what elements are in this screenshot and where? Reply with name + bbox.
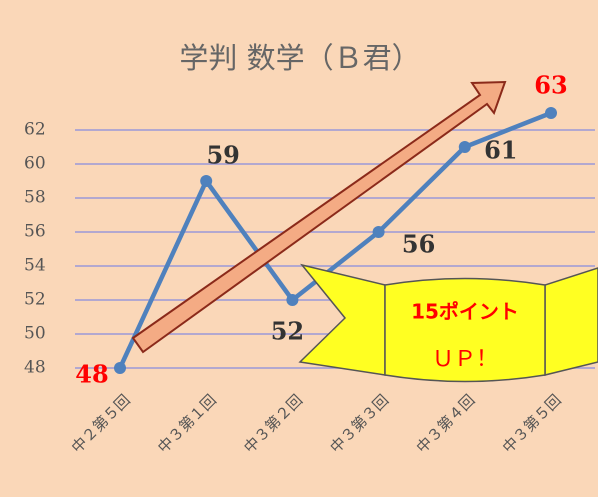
point — [459, 141, 471, 153]
banner-text: ＵＰ！ — [432, 347, 498, 372]
y-tick-label: 52 — [24, 290, 46, 310]
data-label: 61 — [484, 136, 517, 165]
data-label: 48 — [75, 360, 108, 389]
y-tick-label: 54 — [24, 256, 46, 276]
chart: 学判 数学（Ｂ君） 4850525456586062中２第５回中３第１回中３第２… — [0, 0, 598, 497]
point — [200, 175, 212, 187]
y-tick-label: 50 — [24, 324, 46, 344]
y-tick-label: 62 — [24, 120, 46, 140]
point — [545, 107, 557, 119]
data-label: 56 — [402, 230, 435, 259]
page: {"chart_data": {"type": "line", "title":… — [0, 0, 598, 497]
banner: 15ポイント ＵＰ！ — [300, 265, 598, 382]
point — [114, 362, 126, 374]
data-label: 63 — [534, 71, 567, 100]
y-tick-label: 58 — [24, 188, 46, 208]
data-label: 52 — [271, 317, 304, 346]
y-tick-label: 56 — [24, 222, 46, 242]
data-label: 59 — [206, 141, 239, 170]
point — [286, 294, 298, 306]
y-tick-label: 60 — [24, 154, 46, 174]
banner-text: 15ポイント — [411, 300, 519, 324]
y-tick-label: 48 — [24, 358, 46, 378]
chart-title: 学判 数学（Ｂ君） — [179, 41, 420, 75]
point — [373, 226, 385, 238]
